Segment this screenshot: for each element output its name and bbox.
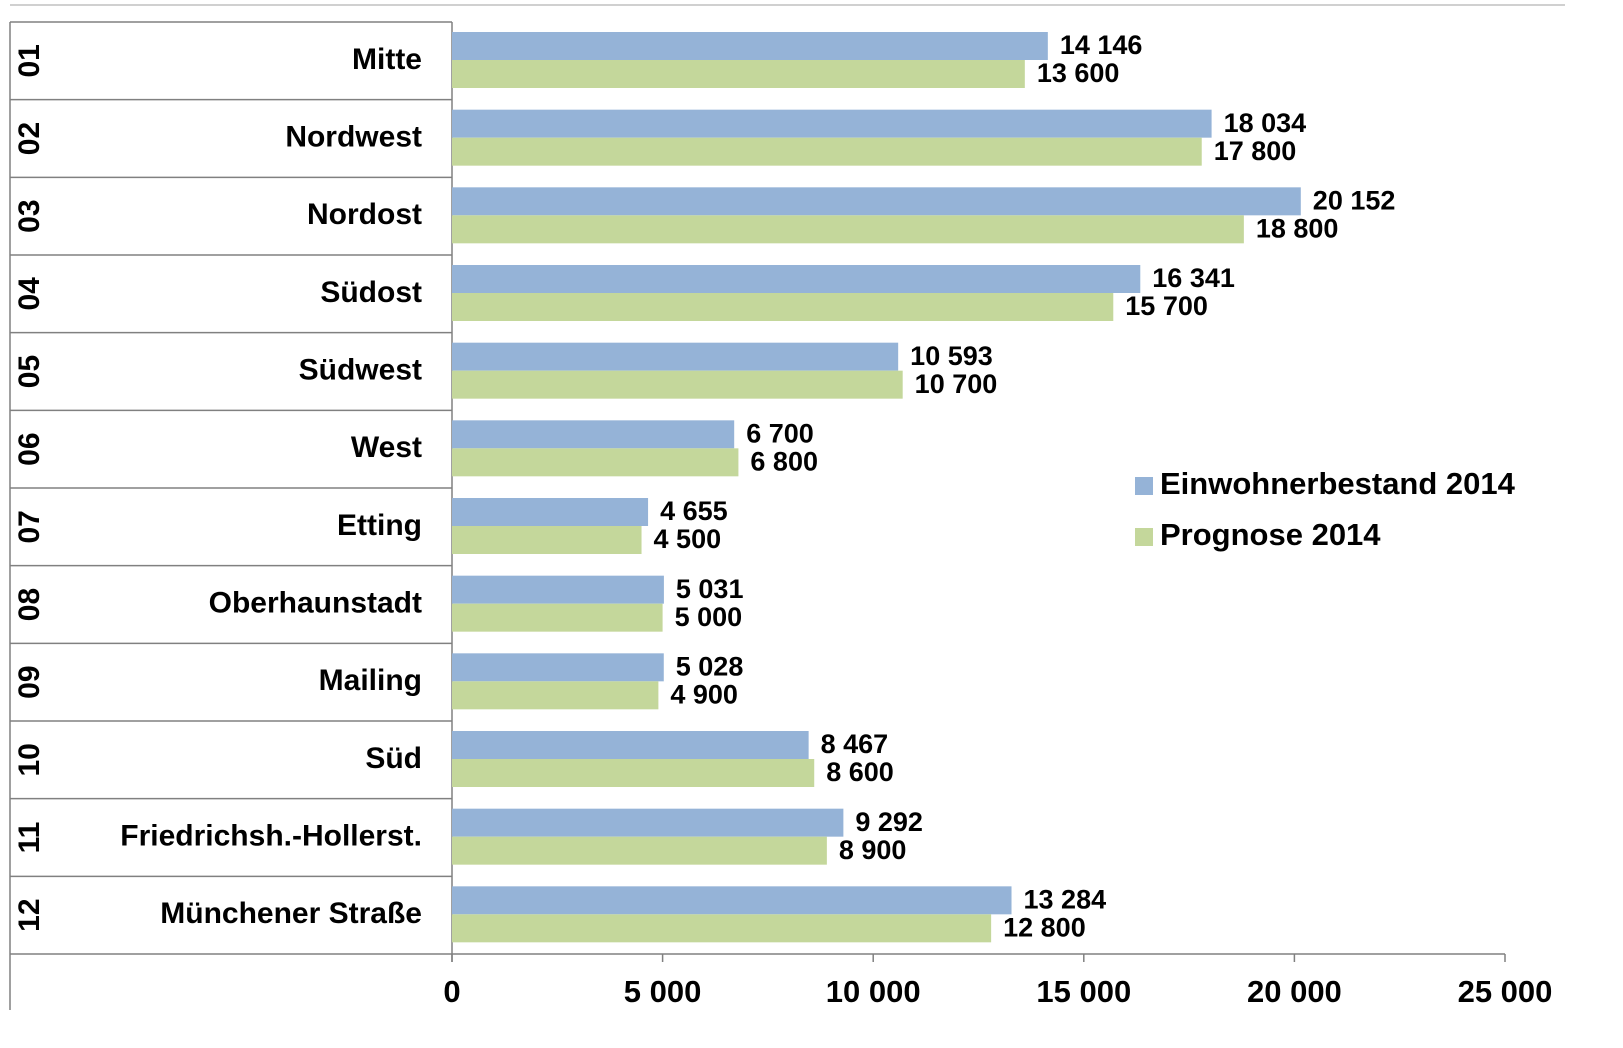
value-label: 9 292 xyxy=(855,807,923,837)
value-label: 17 800 xyxy=(1214,136,1297,166)
value-label: 4 655 xyxy=(660,496,728,526)
category-label: Südost xyxy=(320,276,422,309)
category-code: 08 xyxy=(13,588,46,621)
bar xyxy=(452,526,642,554)
x-tick-label: 20 000 xyxy=(1247,974,1342,1009)
value-label: 8 900 xyxy=(839,835,907,865)
value-label: 13 600 xyxy=(1037,58,1120,88)
category-code: 05 xyxy=(13,355,46,388)
category-code: 07 xyxy=(13,510,46,543)
bar xyxy=(452,109,1212,138)
category-code: 11 xyxy=(13,822,46,854)
bar xyxy=(452,448,739,477)
bar xyxy=(452,265,1141,293)
category-label: Mitte xyxy=(352,43,422,76)
value-label: 16 341 xyxy=(1152,263,1235,293)
value-label: 12 800 xyxy=(1003,912,1086,942)
bar xyxy=(452,498,649,526)
value-label: 5 028 xyxy=(676,651,744,681)
value-label: 18 034 xyxy=(1224,108,1307,138)
category-label: Nordwest xyxy=(285,120,422,153)
value-label: 14 146 xyxy=(1060,30,1143,60)
value-label: 20 152 xyxy=(1313,185,1396,215)
category-label: Münchener Straße xyxy=(160,897,422,930)
bar xyxy=(452,575,664,604)
value-label: 6 800 xyxy=(750,446,818,476)
bar xyxy=(452,32,1048,60)
bar xyxy=(452,137,1202,166)
value-label: 18 800 xyxy=(1256,213,1339,243)
x-tick-label: 0 xyxy=(443,974,460,1009)
bar xyxy=(452,370,903,399)
value-label: 6 700 xyxy=(746,418,814,448)
value-label: 4 900 xyxy=(670,679,738,709)
bar xyxy=(452,808,844,837)
value-label: 4 500 xyxy=(654,524,722,554)
value-label: 10 593 xyxy=(910,341,993,371)
bar xyxy=(452,836,827,865)
category-label: Mailing xyxy=(319,664,422,697)
value-label: 13 284 xyxy=(1024,884,1107,914)
bar xyxy=(452,681,659,710)
category-label: Süd xyxy=(365,742,422,775)
value-label: 10 700 xyxy=(915,369,998,399)
x-tick-label: 5 000 xyxy=(624,974,702,1009)
category-code: 04 xyxy=(13,277,46,311)
category-code: 06 xyxy=(13,432,46,465)
bar xyxy=(452,603,663,632)
x-tick-label: 10 000 xyxy=(826,974,921,1009)
bar xyxy=(452,914,992,943)
category-label: Südwest xyxy=(299,353,422,386)
legend-label: Einwohnerbestand 2014 xyxy=(1160,466,1516,501)
value-label: 8 467 xyxy=(821,729,889,759)
bar xyxy=(452,886,1012,915)
legend-swatch xyxy=(1135,477,1153,495)
category-label: Etting xyxy=(337,509,422,542)
category-code: 02 xyxy=(13,122,46,155)
category-label: Friedrichsh.-Hollerst. xyxy=(120,819,422,852)
category-code: 12 xyxy=(13,898,46,931)
category-label: West xyxy=(351,431,422,464)
bar xyxy=(452,420,735,449)
category-code: 03 xyxy=(13,199,46,232)
bar xyxy=(452,293,1114,321)
category-code: 01 xyxy=(13,44,46,77)
x-tick-label: 25 000 xyxy=(1458,974,1553,1009)
category-label: Nordost xyxy=(307,198,422,231)
bar xyxy=(452,215,1244,244)
category-label: Oberhaunstadt xyxy=(209,586,422,619)
bar xyxy=(452,187,1301,216)
value-label: 5 031 xyxy=(676,574,744,604)
x-tick-label: 15 000 xyxy=(1036,974,1131,1009)
legend-swatch xyxy=(1135,528,1153,546)
bar xyxy=(452,342,899,371)
category-code: 10 xyxy=(13,743,46,776)
legend-label: Prognose 2014 xyxy=(1160,517,1381,552)
value-label: 8 600 xyxy=(826,757,894,787)
bar xyxy=(452,731,809,759)
bar xyxy=(452,653,664,682)
bar xyxy=(452,60,1025,88)
category-code: 09 xyxy=(13,665,46,698)
bar xyxy=(452,759,815,787)
value-label: 5 000 xyxy=(675,602,743,632)
value-label: 15 700 xyxy=(1125,291,1208,321)
